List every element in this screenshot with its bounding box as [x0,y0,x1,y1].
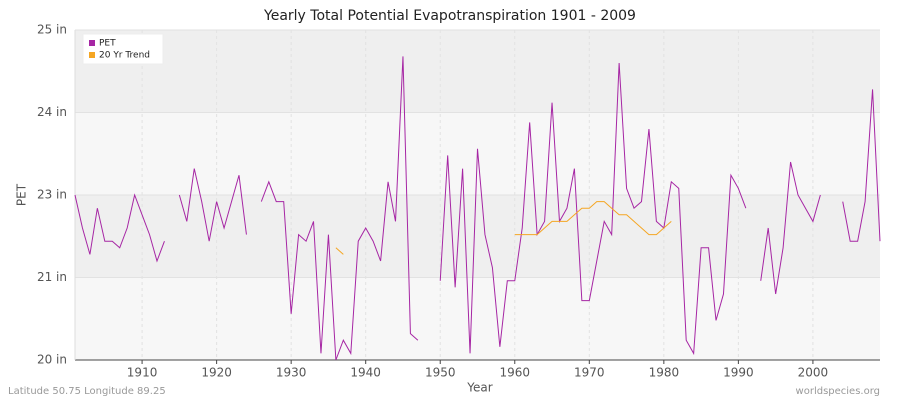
y-tick-label: 25 in [37,23,67,37]
footnote-left: Latitude 50.75 Longitude 89.25 [8,386,166,397]
x-tick-label: 1920 [201,366,232,380]
y-tick-label: 21 in [37,270,67,284]
x-tick-label: 1980 [649,366,680,380]
y-tick-label: 20 in [37,353,67,367]
band [75,30,880,113]
legend-label: PET [99,39,116,49]
x-tick-label: 1910 [127,366,158,380]
legend-box [82,33,164,65]
series-line [74,56,881,361]
x-tick-label: 1950 [425,366,456,380]
band [75,195,880,278]
x-tick-label: 1930 [276,366,307,380]
legend-label: 20 Yr Trend [99,51,150,61]
legend-swatch [89,52,95,58]
x-tick-label: 1970 [574,366,605,380]
x-tick-label: 2000 [798,366,829,380]
legend-swatch [89,40,95,46]
y-tick-label: 23 in [37,188,67,202]
y-tick-label: 24 in [37,105,67,119]
x-tick-label: 1940 [350,366,381,380]
series-line [335,201,672,255]
x-tick-label: 1990 [723,366,754,380]
x-tick-label: 1960 [499,366,530,380]
x-axis-label: Year [466,381,492,395]
chart-title: Yearly Total Potential Evapotranspiratio… [263,8,636,24]
y-axis-label: PET [15,183,29,206]
footnote-right: worldspecies.org [796,386,880,397]
